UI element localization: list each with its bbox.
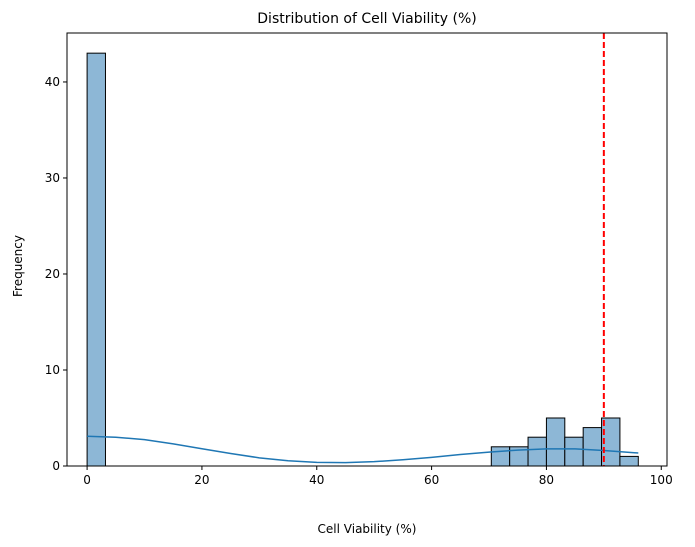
x-tick-label-40: 40 [309, 473, 324, 487]
y-axis-label: Frequency [11, 235, 25, 297]
histogram-bar-6 [582, 427, 603, 467]
histogram-bar-1 [490, 446, 511, 467]
y-tick-label-10: 10 [45, 363, 60, 377]
x-tick-label-80: 80 [539, 473, 554, 487]
x-tick-label-0: 0 [83, 473, 91, 487]
x-tick-label-100: 100 [650, 473, 673, 487]
histogram-bar-3 [527, 436, 547, 467]
y-tick-label-0: 0 [52, 459, 60, 473]
histogram-bar-4 [545, 417, 566, 467]
x-axis-ticks: 0 20 40 60 80 100 [83, 466, 673, 487]
plot-frame [66, 32, 668, 467]
histogram-bar-8 [619, 455, 639, 467]
y-tick-label-40: 40 [45, 75, 60, 89]
x-axis-label: Cell Viability (%) [318, 522, 417, 536]
y-axis-ticks: 0 10 20 30 40 [45, 75, 67, 473]
histogram-bar-0 [86, 52, 106, 467]
x-tick-label-60: 60 [424, 473, 439, 487]
kde-curve [87, 435, 639, 464]
histogram-bar-5 [564, 436, 584, 467]
y-tick-label-30: 30 [45, 171, 60, 185]
plot-area [86, 33, 639, 467]
x-tick-label-20: 20 [194, 473, 209, 487]
y-tick-label-20: 20 [45, 267, 60, 281]
chart-title: Distribution of Cell Viability (%) [257, 11, 476, 27]
